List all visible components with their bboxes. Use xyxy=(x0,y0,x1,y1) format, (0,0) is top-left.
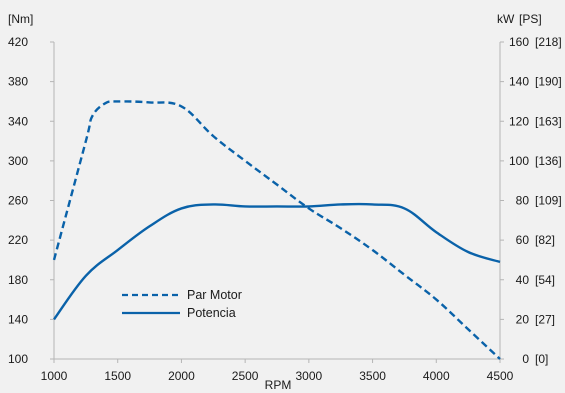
x-axis-tick-label: 1000 xyxy=(41,369,68,383)
left-axis-tick-label: 420 xyxy=(8,35,28,49)
right-axis-ps-tick-label: [218] xyxy=(535,35,562,49)
right-axis-ps-tick-label: [109] xyxy=(535,194,562,208)
right-axis-kw-tick-label: 0 xyxy=(522,352,529,366)
x-axis-tick-label: 2000 xyxy=(168,369,195,383)
right-axis-title-kw: kW xyxy=(497,12,515,26)
right-axis-kw-tick-label: 60 xyxy=(516,233,530,247)
right-axis-ps-tick-label: [0] xyxy=(535,352,548,366)
left-axis-tick-label: 340 xyxy=(8,114,28,128)
left-axis-tick-label: 180 xyxy=(8,273,28,287)
right-axis-kw-tick-label: 140 xyxy=(509,75,529,89)
right-axis-kw-tick-label: 160 xyxy=(509,35,529,49)
left-axis-tick-label: 140 xyxy=(8,312,28,326)
right-axis-ps-tick-label: [54] xyxy=(535,273,555,287)
right-axis-title-ps: [PS] xyxy=(519,12,542,26)
right-axis-ps-tick-label: [27] xyxy=(535,312,555,326)
x-axis-tick-label: 4500 xyxy=(487,369,514,383)
left-axis-tick-label: 380 xyxy=(8,75,28,89)
left-axis-tick-label: 300 xyxy=(8,154,28,168)
right-axis-kw-tick-label: 40 xyxy=(516,273,530,287)
right-axis-ps-tick-label: [136] xyxy=(535,154,562,168)
x-axis-tick-label: 2500 xyxy=(232,369,259,383)
ticks-layer: 100 140 180 220 260 300 340 380 420 0 [0] 20 [27] 40 [… xyxy=(8,35,562,383)
right-axis-kw-tick-label: 80 xyxy=(516,194,530,208)
right-axis-kw-tick-label: 120 xyxy=(509,114,529,128)
legend-label-potencia: Potencia xyxy=(187,306,236,320)
axes-layer xyxy=(53,42,501,360)
series-layer xyxy=(52,100,501,360)
left-axis-tick-label: 260 xyxy=(8,194,28,208)
legend-label-par-motor: Par Motor xyxy=(187,288,242,302)
right-axis-ps-tick-label: [163] xyxy=(535,114,562,128)
legend: Par Motor Potencia xyxy=(122,288,242,320)
x-axis-tick-label: 3000 xyxy=(296,369,323,383)
left-axis-title: [Nm] xyxy=(8,12,33,26)
x-axis-tick-label: 1500 xyxy=(104,369,131,383)
x-axis-title: RPM xyxy=(265,378,292,392)
series-line-par-motor xyxy=(52,100,501,360)
left-axis-tick-label: 100 xyxy=(8,352,28,366)
right-axis-kw-tick-label: 20 xyxy=(516,312,530,326)
series-line-potencia xyxy=(53,202,501,321)
x-axis-tick-label: 3500 xyxy=(359,369,386,383)
x-axis-tick-label: 4000 xyxy=(423,369,450,383)
right-axis-kw-tick-label: 100 xyxy=(509,154,529,168)
right-axis-ps-tick-label: [82] xyxy=(535,233,555,247)
right-axis-ps-tick-label: [190] xyxy=(535,75,562,89)
left-axis-tick-label: 220 xyxy=(8,233,28,247)
